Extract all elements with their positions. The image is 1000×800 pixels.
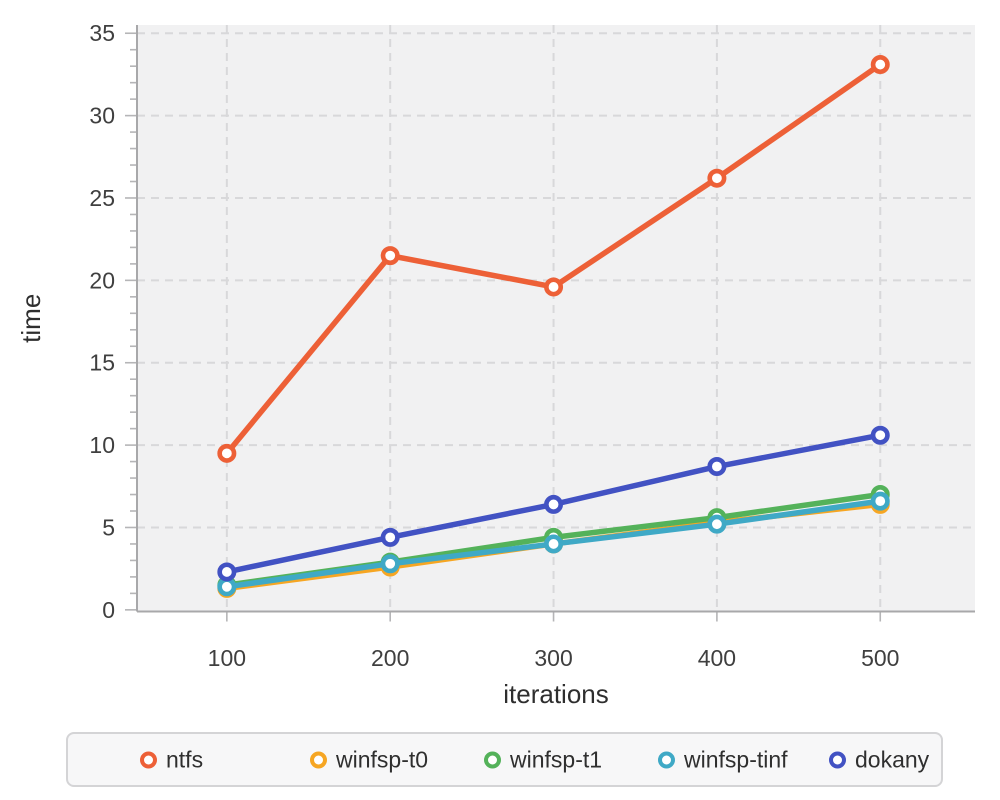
data-point-dokany[interactable] <box>380 527 400 547</box>
legend-item-winfsp-tinf[interactable]: winfsp-tinf <box>658 746 788 773</box>
data-point-winfsp-tinf[interactable] <box>380 554 400 574</box>
y-tick-label: 5 <box>102 514 115 540</box>
y-tick-label: 30 <box>89 103 115 129</box>
plot-area[interactable] <box>137 25 975 612</box>
legend-label: dokany <box>855 746 930 772</box>
x-tick-label: 100 <box>208 645 246 671</box>
y-tick-label: 0 <box>102 597 115 623</box>
legend-marker-winfsp-t1-icon <box>484 751 501 768</box>
line-chart-canvas[interactable]: 0 5 10 15 20 25 30 35 100 200 300 400 500 time iterati… <box>0 0 1000 715</box>
legend-marker-dokany-icon <box>829 751 846 768</box>
data-point-ntfs[interactable] <box>544 277 564 297</box>
x-tick-label: 300 <box>534 645 572 671</box>
y-tick-label: 10 <box>89 432 115 458</box>
legend-item-winfsp-t0[interactable]: winfsp-t0 <box>310 746 428 773</box>
y-tick-label: 15 <box>89 350 115 376</box>
legend-label: winfsp-tinf <box>684 746 788 772</box>
legend-item-winfsp-t1[interactable]: winfsp-t1 <box>484 746 602 773</box>
data-point-ntfs[interactable] <box>707 168 727 188</box>
x-axis-title: iterations <box>503 679 609 709</box>
legend-label: winfsp-t0 <box>336 746 429 772</box>
data-point-dokany[interactable] <box>870 425 890 445</box>
legend-marker-winfsp-t0-icon <box>310 751 327 768</box>
data-point-winfsp-tinf[interactable] <box>217 577 237 597</box>
x-tick-label: 200 <box>371 645 409 671</box>
chart-legend: ntfs winfsp-t0 winfsp-t1 winfsp-tinf dokany <box>66 732 943 787</box>
data-point-dokany[interactable] <box>217 562 237 582</box>
y-axis-title: time <box>16 294 46 343</box>
data-point-winfsp-tinf[interactable] <box>870 491 890 511</box>
legend-marker-ntfs-icon <box>140 751 157 768</box>
legend-label: winfsp-t1 <box>510 746 603 772</box>
data-point-winfsp-tinf[interactable] <box>544 534 564 554</box>
data-point-ntfs[interactable] <box>870 55 890 75</box>
y-tick-label: 20 <box>89 267 115 293</box>
data-point-ntfs[interactable] <box>380 246 400 266</box>
legend-item-dokany[interactable]: dokany <box>829 746 929 773</box>
data-point-dokany[interactable] <box>544 494 564 514</box>
data-point-dokany[interactable] <box>707 457 727 477</box>
x-tick-label: 400 <box>698 645 736 671</box>
legend-label: ntfs <box>166 746 204 772</box>
legend-marker-winfsp-tinf-icon <box>658 751 675 768</box>
x-tick-label: 500 <box>861 645 899 671</box>
data-point-ntfs[interactable] <box>217 443 237 463</box>
data-point-winfsp-tinf[interactable] <box>707 514 727 534</box>
y-tick-label: 25 <box>89 185 115 211</box>
legend-item-ntfs[interactable]: ntfs <box>140 746 203 773</box>
y-tick-label: 35 <box>89 20 115 46</box>
